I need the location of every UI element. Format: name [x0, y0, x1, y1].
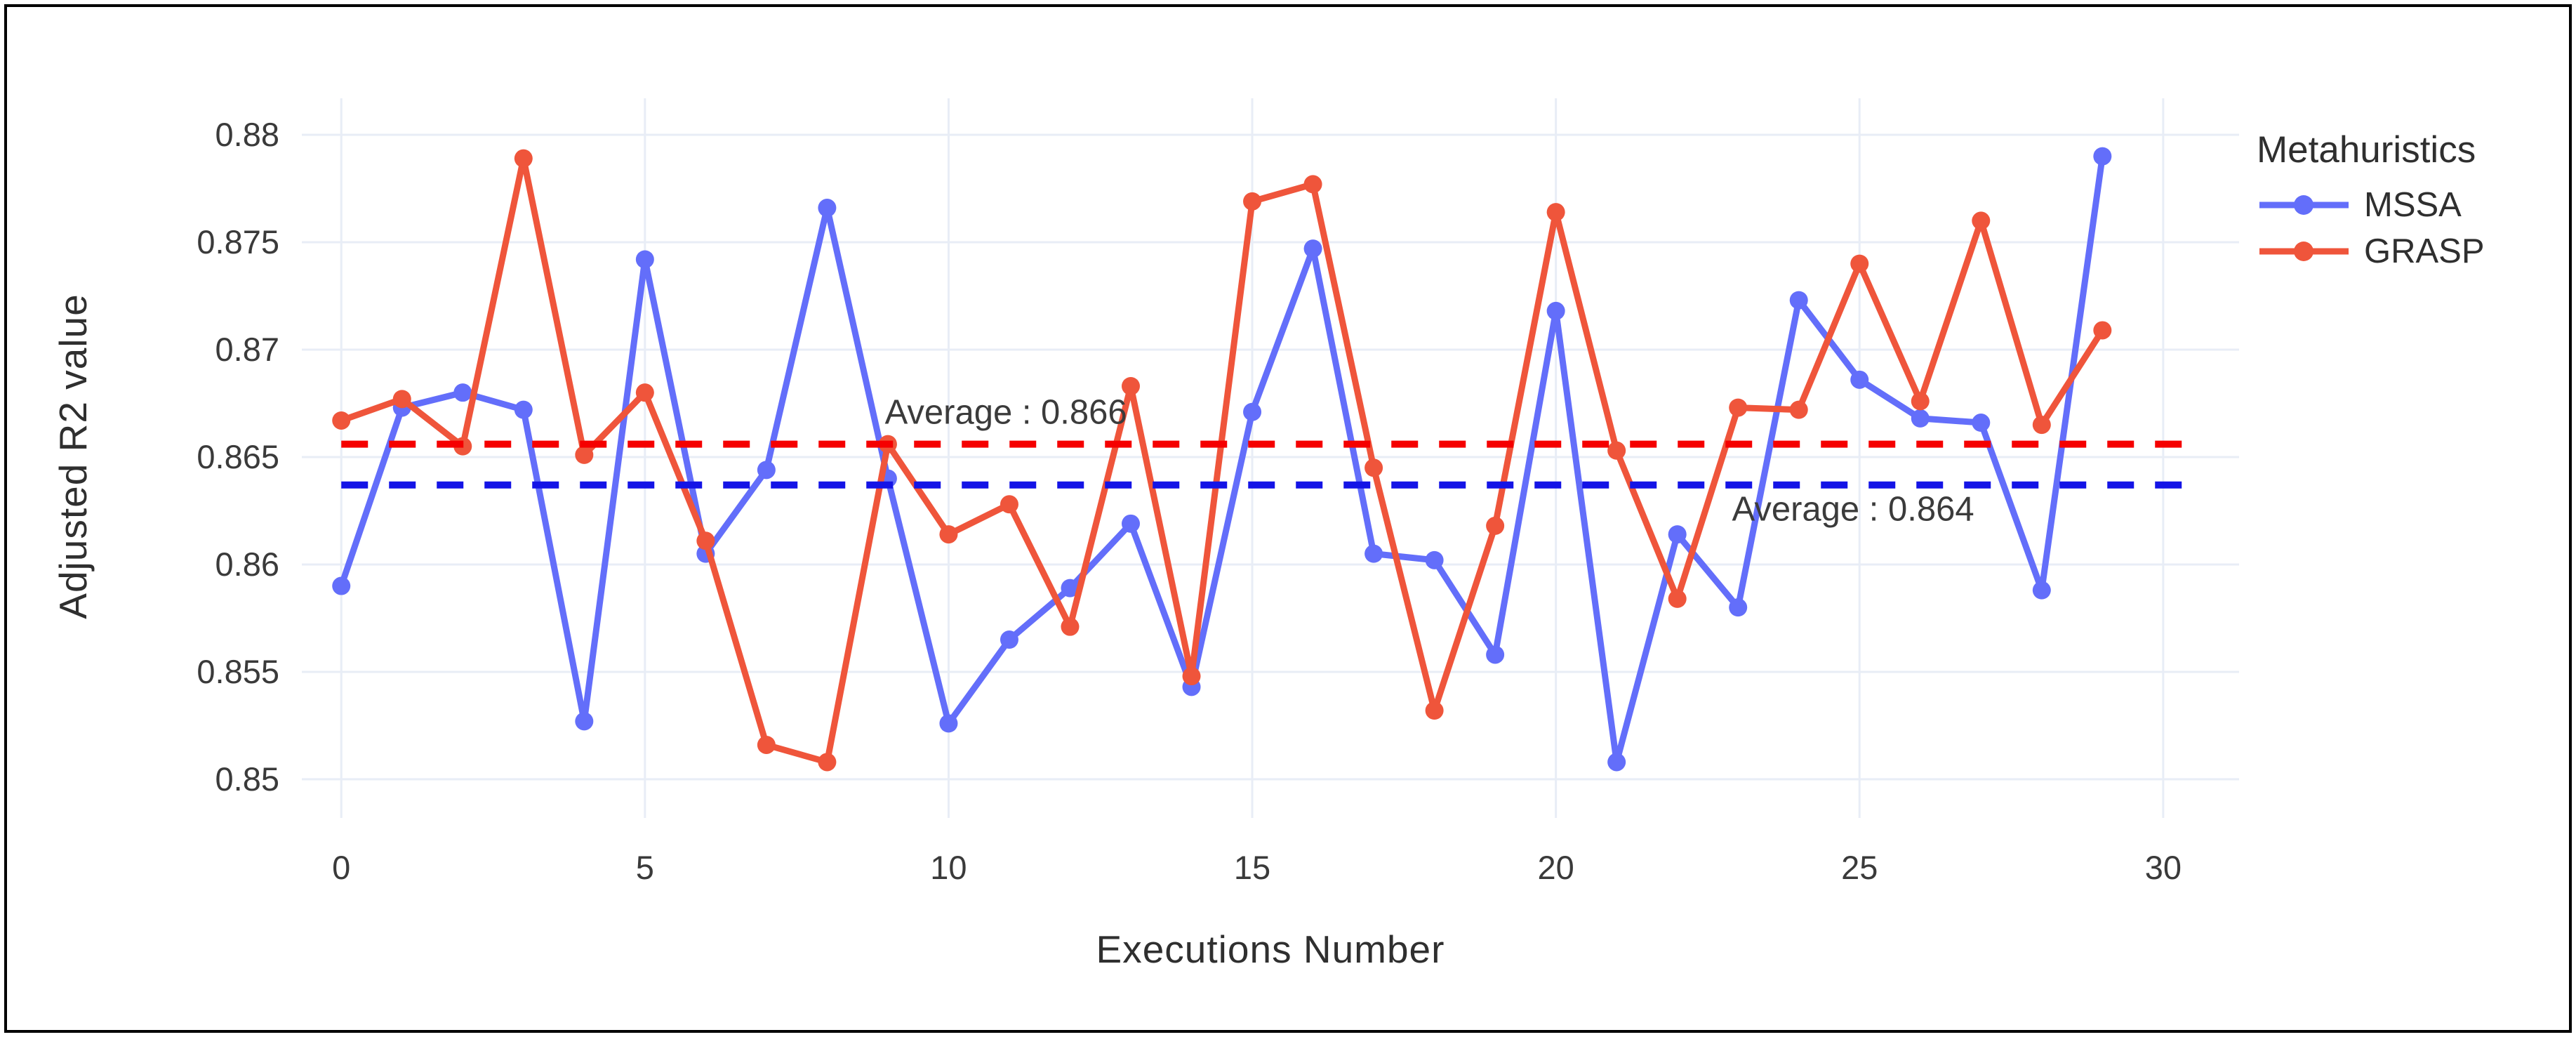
- data-point-grasp: [939, 525, 958, 544]
- x-tick-label: 15: [1234, 849, 1270, 886]
- data-point-mssa: [635, 250, 654, 269]
- data-point-grasp: [1850, 254, 1869, 273]
- data-point-mssa: [757, 461, 776, 480]
- data-point-grasp: [635, 383, 654, 402]
- data-point-mssa: [1911, 409, 1930, 428]
- legend-item-mssa[interactable]: MSSA: [2257, 185, 2485, 225]
- data-point-grasp: [1668, 589, 1687, 608]
- data-point-mssa: [1668, 525, 1687, 544]
- data-point-mssa: [575, 712, 594, 731]
- data-point-mssa: [1061, 579, 1080, 597]
- data-point-grasp: [1365, 458, 1383, 477]
- data-point-grasp: [1789, 400, 1808, 419]
- data-point-mssa: [1425, 550, 1444, 569]
- data-point-mssa: [1729, 598, 1748, 617]
- data-point-grasp: [332, 411, 351, 430]
- y-tick-label: 0.88: [215, 116, 279, 153]
- data-point-grasp: [2032, 416, 2051, 435]
- y-tick-label: 0.855: [197, 653, 279, 690]
- data-point-mssa: [1607, 753, 1626, 772]
- y-tick-label: 0.86: [215, 546, 279, 583]
- data-point-grasp: [1729, 398, 1748, 417]
- legend-item-grasp[interactable]: GRASP: [2257, 232, 2485, 271]
- x-tick-label: 30: [2145, 849, 2182, 886]
- grasp-line-icon: [2259, 242, 2349, 261]
- x-tick-label: 25: [1841, 849, 1878, 886]
- data-point-mssa: [332, 576, 351, 595]
- data-point-mssa: [1365, 544, 1383, 563]
- y-tick-label: 0.865: [197, 438, 279, 475]
- data-point-grasp: [575, 445, 594, 464]
- legend-title: Metahuristics: [2257, 129, 2476, 171]
- y-axis-title: Adjusted R2 value: [51, 293, 95, 619]
- data-point-mssa: [1486, 645, 1505, 664]
- data-point-grasp: [757, 735, 776, 754]
- data-point-mssa: [818, 199, 837, 218]
- mssa-line-icon: [2259, 195, 2349, 215]
- data-point-grasp: [1546, 203, 1565, 222]
- series-line-grasp: [340, 155, 2106, 765]
- data-point-mssa: [1850, 370, 1869, 389]
- data-point-mssa: [1122, 514, 1141, 533]
- data-point-mssa: [514, 400, 533, 419]
- legend-item-label: GRASP: [2364, 232, 2485, 270]
- data-point-grasp: [1182, 667, 1201, 686]
- data-point-mssa: [2032, 581, 2051, 600]
- data-point-mssa: [1000, 630, 1018, 649]
- average-annotation: Average : 0.866: [885, 394, 1127, 432]
- data-point-grasp: [2093, 321, 2112, 340]
- data-point-grasp: [1122, 377, 1141, 395]
- data-point-grasp: [1607, 441, 1626, 460]
- data-point-grasp: [1061, 617, 1080, 636]
- data-point-grasp: [1972, 211, 1991, 230]
- data-point-mssa: [1243, 402, 1262, 421]
- data-point-mssa: [939, 714, 958, 733]
- data-point-grasp: [1000, 495, 1018, 514]
- y-tick-label: 0.87: [215, 331, 279, 368]
- data-point-mssa: [1972, 414, 1991, 432]
- data-point-grasp: [696, 531, 715, 550]
- data-point-grasp: [1243, 192, 1262, 211]
- y-tick-label: 0.875: [197, 223, 279, 260]
- legend-item-label: MSSA: [2364, 186, 2462, 224]
- data-point-mssa: [453, 383, 472, 402]
- average-annotation: Average : 0.864: [1732, 490, 1974, 528]
- data-point-grasp: [392, 390, 411, 409]
- legend: Metahuristics MSSA GRASP: [2257, 128, 2485, 271]
- data-point-grasp: [818, 753, 837, 772]
- data-point-mssa: [1789, 291, 1808, 310]
- series-line-mssa: [338, 155, 2106, 765]
- x-tick-label: 10: [930, 849, 967, 886]
- data-point-grasp: [1303, 175, 1322, 194]
- x-tick-label: 5: [636, 849, 654, 886]
- x-tick-label: 0: [332, 849, 350, 886]
- data-point-mssa: [2093, 147, 2112, 166]
- data-point-grasp: [514, 149, 533, 168]
- x-axis-title: Executions Number: [1096, 927, 1445, 971]
- data-point-mssa: [1546, 301, 1565, 320]
- data-point-grasp: [1425, 701, 1444, 720]
- data-point-grasp: [1911, 392, 1930, 411]
- data-point-grasp: [1486, 516, 1505, 535]
- y-tick-label: 0.85: [215, 760, 279, 798]
- data-point-mssa: [1303, 239, 1322, 258]
- x-tick-label: 20: [1538, 849, 1574, 886]
